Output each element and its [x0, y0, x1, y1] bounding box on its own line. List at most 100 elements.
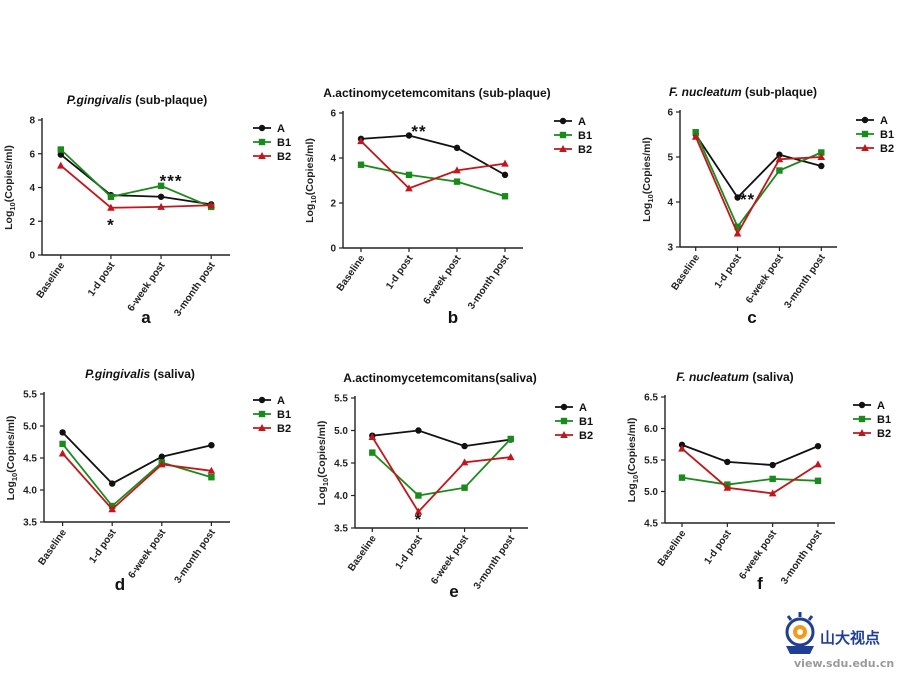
data-point-b2: [207, 201, 215, 209]
data-point-b1: [453, 178, 461, 185]
y-tick-label: 4: [29, 183, 35, 194]
y-tick-label: 4.5: [644, 519, 658, 530]
data-point-b2: [108, 505, 116, 513]
data-point-b1: [369, 449, 376, 456]
legend-marker-b2: [858, 429, 866, 436]
y-axis-label: Log10(Copies/ml): [641, 137, 655, 222]
legend-label: A: [880, 115, 888, 127]
data-point-b2: [453, 166, 461, 174]
series-line-b2: [681, 447, 819, 495]
legend-marker-a: [858, 401, 866, 409]
y-tick-label: 4.0: [334, 491, 348, 502]
y-axis-label-main: Log: [304, 204, 316, 223]
data-point-b2: [414, 507, 423, 515]
y-axis-label-rest: (Copies/ml): [5, 416, 17, 473]
y-tick-label: 6: [330, 109, 336, 120]
legend: A B1 B2: [253, 123, 291, 163]
y-axis-label-subscript: 10: [321, 478, 330, 486]
panel-letter: b: [448, 308, 458, 327]
data-point-b2: [814, 460, 822, 468]
y-axis-label-main: Log: [3, 211, 15, 230]
y-tick-label: 5.0: [644, 487, 658, 498]
y-axis-label-rest: (Copies/ml): [3, 145, 15, 202]
data-point-a: [776, 151, 783, 158]
data-point-b1: [461, 484, 468, 491]
legend-marker-b2: [258, 152, 266, 159]
x-tick-label: Baseline: [335, 253, 368, 293]
y-axis-label-subscript: 10: [10, 473, 19, 481]
x-tick-label: 3-month post: [782, 252, 828, 311]
chart-title: A.actinomycetemcomitans(saliva): [343, 371, 536, 385]
legend: A B1 B2: [555, 402, 593, 442]
y-tick-label: 2: [29, 217, 35, 228]
data-point-b2: [58, 449, 67, 457]
y-tick-label: 6: [29, 149, 35, 160]
legend-marker-b2: [258, 424, 266, 431]
x-tick-label: Baseline: [36, 527, 69, 567]
data-point-a: [59, 429, 66, 436]
series-line-b1: [681, 476, 819, 486]
y-tick-label: 4.0: [23, 486, 37, 497]
data-point-b2: [691, 132, 700, 140]
y-tick-label: 3.5: [334, 524, 348, 535]
y-axis-label-subscript: 10: [309, 195, 318, 203]
legend-marker-b1: [560, 417, 568, 425]
data-point-b2: [775, 155, 784, 163]
data-point-b2: [460, 458, 469, 466]
panel-letter: f: [757, 574, 763, 593]
significance-annotation: *: [415, 510, 423, 529]
y-tick-label: 6.5: [644, 393, 658, 404]
legend-marker-a: [258, 124, 266, 132]
chart-title-sample: A.actinomycetemcomitans (sub-plaque): [323, 86, 550, 100]
legend-label: B2: [277, 423, 291, 435]
x-tick-label: 1-d post: [384, 253, 416, 292]
data-point-b2: [368, 433, 377, 440]
x-tick-label: 1-d post: [713, 252, 745, 291]
x-tick-label: Baseline: [346, 533, 379, 573]
data-point-b1: [692, 129, 699, 136]
y-axis-label: Log10(Copies/ml): [626, 418, 640, 503]
data-point-b2: [733, 229, 742, 237]
significance-annotation: ***: [160, 172, 183, 191]
series-line-b2: [371, 436, 511, 514]
data-point-b2: [57, 161, 65, 169]
data-point-b2: [768, 489, 777, 497]
data-point-b2: [678, 444, 686, 452]
y-tick-label: 0: [330, 244, 336, 255]
legend-marker-a: [559, 117, 567, 125]
chart-title-sample: A.actinomycetemcomitans(saliva): [343, 371, 536, 385]
chart-title-sample: (saliva): [150, 367, 195, 381]
legend-label: B1: [578, 130, 592, 142]
data-point-b1: [107, 193, 115, 200]
data-point-b2: [107, 203, 115, 211]
data-point-a: [769, 461, 776, 469]
chart-title-sample: (sub-plaque): [132, 93, 207, 107]
legend-label: B1: [880, 129, 894, 141]
y-tick-label: 5.5: [23, 390, 37, 401]
legend-label: A: [277, 123, 285, 135]
data-point-b2: [207, 466, 216, 474]
y-axis-label-main: Log: [626, 483, 638, 502]
y-axis-label-rest: (Copies/ml): [626, 418, 638, 475]
data-point-b1: [818, 149, 825, 156]
y-tick-label: 0: [29, 251, 35, 262]
chart-title-sample: (sub-plaque): [742, 85, 817, 99]
x-tick-label: 3-month post: [172, 260, 218, 319]
panel-letter: d: [115, 575, 125, 594]
legend: A B1 B2: [554, 116, 592, 156]
data-point-b2: [723, 483, 732, 491]
legend-marker-a: [560, 403, 568, 411]
x-tick-label: Baseline: [656, 528, 689, 568]
significance-annotation: **: [740, 190, 755, 209]
data-point-a: [814, 442, 822, 450]
x-tick-label: Baseline: [670, 252, 703, 292]
data-point-b2: [357, 137, 365, 145]
legend-label: B1: [877, 414, 891, 426]
data-point-b2: [158, 460, 166, 468]
y-axis-label-main: Log: [316, 486, 328, 505]
data-point-a: [157, 193, 165, 200]
eye-logo-icon: [785, 612, 815, 654]
y-tick-label: 6: [667, 108, 673, 119]
